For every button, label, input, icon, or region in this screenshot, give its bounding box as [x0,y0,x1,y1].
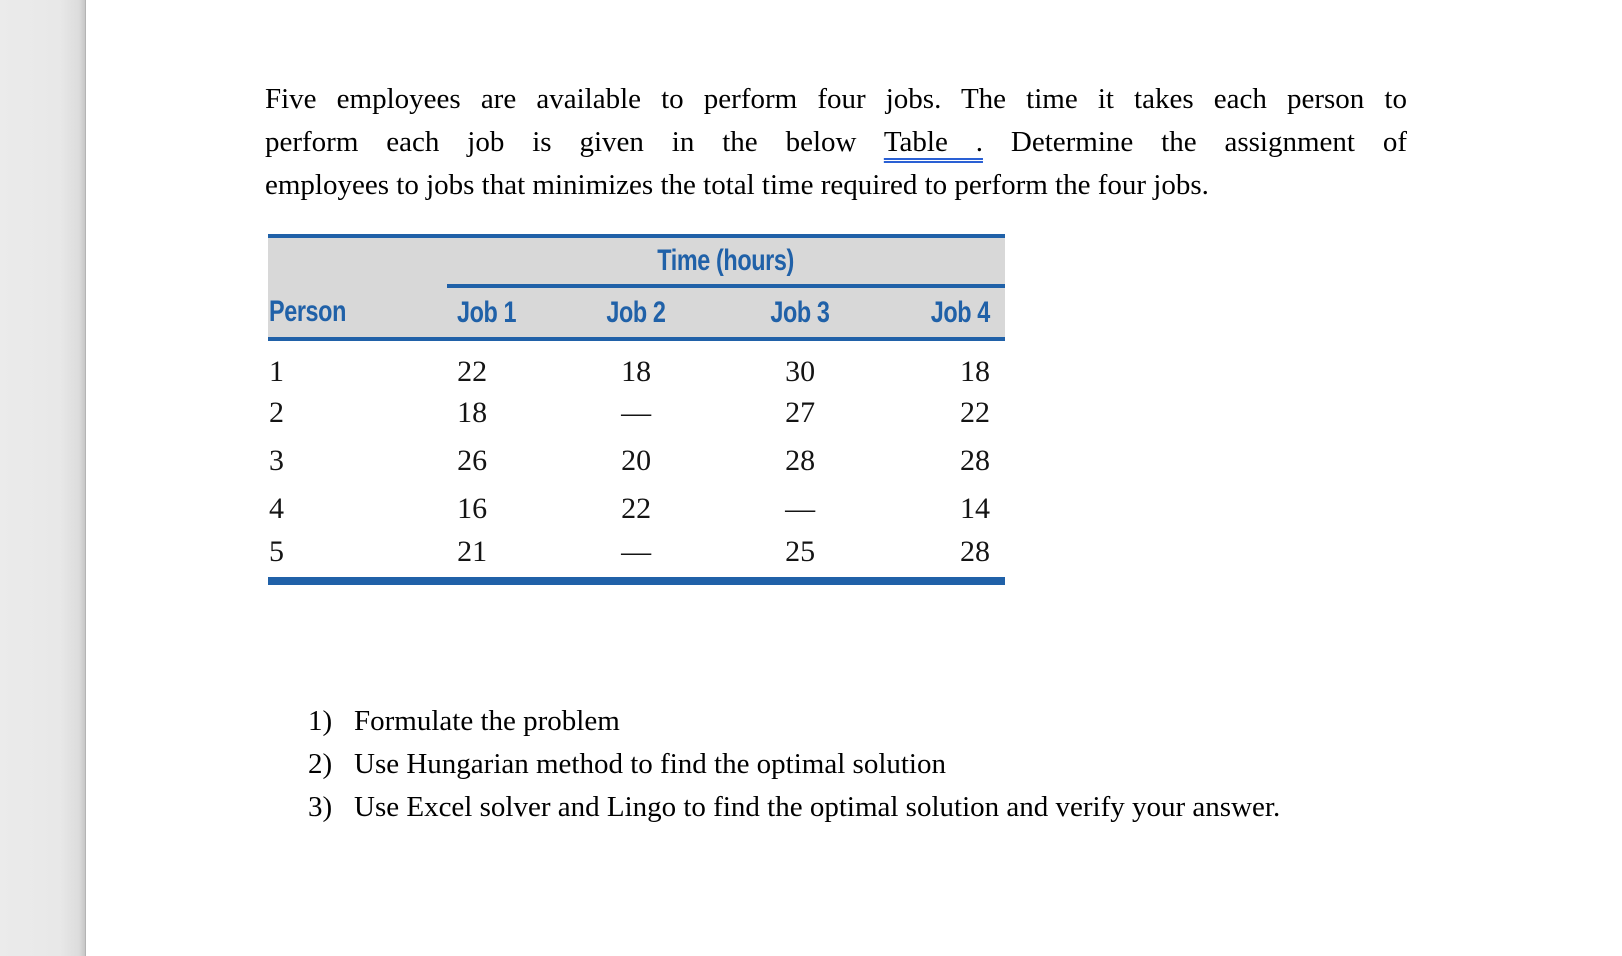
row-label-person-5: 5 [269,535,284,568]
table-corner-cell [268,236,447,286]
table-title: Time (hours) [657,244,795,277]
table-cell: — [785,492,816,525]
table-row: 1 22 18 30 18 [268,339,1005,389]
col-header-job-2: Job 2 [554,286,718,341]
table-cell: 28 [960,444,990,477]
list-item: 1) Formulate the problem [308,700,1354,743]
table-cell: 26 [457,444,488,477]
table-row: 5 21 — 25 28 [268,533,1005,581]
row-label-person-4: 4 [269,492,284,525]
list-item-text: Use Hungarian method to find the optimal… [354,748,946,780]
intro-line-2-after: Determine the assignment of [1010,126,1407,158]
table-cell: 28 [785,444,816,477]
time-table-header: Time (hours) Person Job 1 Job 2 Job 3 Jo… [268,236,1005,341]
list-item-text: Use Excel solver and Lingo to find the o… [354,791,1281,823]
row-label-person-1: 1 [269,355,284,388]
col-header-job-1: Job 1 [447,286,555,341]
col-header-job-4: Job 4 [882,286,1005,341]
table-cell: 18 [621,355,652,388]
intro-line-1: Five employees are available to perform … [265,83,1407,115]
table-cell: — [621,535,652,568]
table-cell: 20 [621,444,652,477]
time-table-body: 1 22 18 30 18 2 18 — 27 22 3 26 20 [268,339,1005,581]
table-row: 2 18 — 27 22 [268,389,1005,437]
table-cell: 21 [457,535,488,568]
intro-line-2: perform each job is given in the below T… [265,121,1407,164]
intro-paragraph: Five employees are available to perform … [265,78,1407,207]
viewer-gutter [0,0,86,956]
col-header-job-3: Job 3 [717,286,883,341]
table-cell: 22 [960,396,990,429]
table-cell: 14 [960,492,990,525]
table-link[interactable]: Table . [883,126,983,158]
table-title-cell: Time (hours) [447,236,1005,288]
list-item-text: Formulate the problem [354,705,620,737]
table-cell: 22 [621,492,652,525]
table-cell: 22 [457,355,488,388]
time-table: Time (hours) Person Job 1 Job 2 Job 3 Jo… [268,234,1005,585]
intro-line-3: employees to jobs that minimizes the tot… [265,169,1209,201]
list-item-number: 2) [308,748,333,780]
table-cell: 30 [785,355,816,388]
table-cell: 18 [960,355,990,388]
intro-line-2-before: perform each job is given in the below [265,126,857,158]
row-label-person-2: 2 [269,396,284,429]
table-cell: 18 [457,396,488,429]
task-list: 1) Formulate the problem 2) Use Hungaria… [308,700,1354,829]
table-row: 3 26 20 28 28 [268,437,1005,485]
table-cell: 28 [960,535,990,568]
col-header-person: Person [268,286,448,341]
table-cell: 25 [785,535,816,568]
table-cell: 16 [457,492,488,525]
table-row: 4 16 22 — 14 [268,485,1005,533]
table-cell: 27 [785,396,816,429]
row-label-person-3: 3 [269,444,284,477]
table-cell: — [621,396,652,429]
list-item-number: 3) [308,791,333,823]
list-item-number: 1) [308,705,333,737]
list-item: 3) Use Excel solver and Lingo to find th… [308,786,1354,829]
list-item: 2) Use Hungarian method to find the opti… [308,743,1354,786]
document-page: Five employees are available to perform … [87,0,1622,956]
